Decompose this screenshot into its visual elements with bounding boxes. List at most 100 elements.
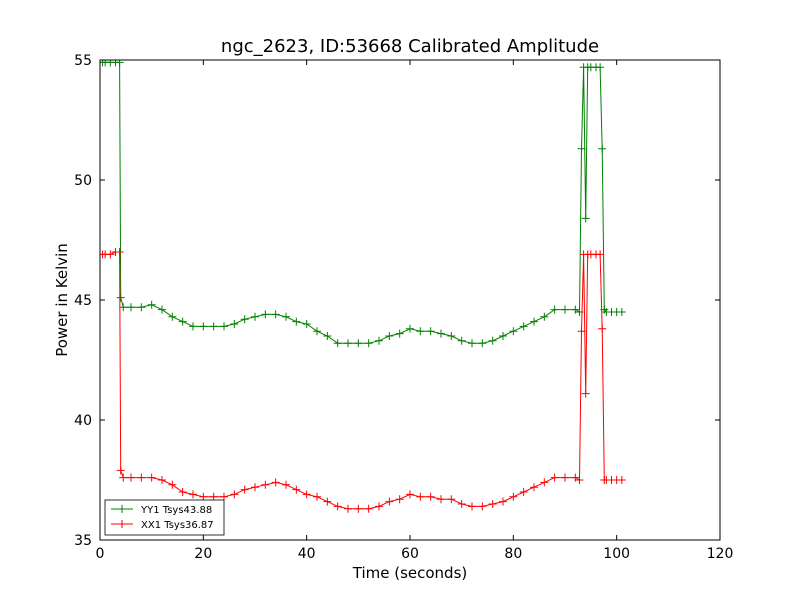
data-point: [127, 303, 135, 312]
data-point: [271, 478, 280, 487]
data-point: [468, 339, 476, 348]
data-point: [178, 317, 187, 326]
legend-marker: [118, 520, 126, 528]
x-axis-title: Time (seconds): [352, 564, 468, 582]
data-point: [561, 473, 569, 482]
legend-label: YY1 Tsys43.88: [140, 505, 212, 516]
data-point: [509, 492, 518, 501]
data-point: [385, 497, 394, 506]
data-point: [478, 339, 487, 348]
data-point: [240, 315, 249, 324]
data-point: [127, 473, 135, 482]
data-point: [333, 502, 342, 511]
data-point: [499, 332, 507, 340]
data-point: [468, 502, 476, 511]
data-point: [385, 332, 394, 340]
data-point: [571, 473, 580, 482]
data-point: [416, 327, 425, 336]
data-point: [115, 60, 124, 67]
data-point: [137, 303, 146, 312]
chart-title: ngc_2623, ID:53668 Calibrated Amplitude: [221, 36, 599, 57]
data-point: [158, 305, 166, 314]
data-point: [598, 144, 607, 153]
data-point: [457, 336, 466, 345]
legend: YY1 Tsys43.88 XX1 Tsys36.87: [104, 499, 225, 536]
data-point: [426, 492, 435, 501]
data-point: [509, 327, 518, 336]
data-point: [147, 300, 156, 309]
data-point: [457, 500, 466, 508]
x-tick-label: 100: [603, 546, 630, 562]
y-tick-label: 35: [74, 533, 92, 549]
data-point: [596, 250, 605, 259]
x-tick-label: 0: [96, 546, 105, 562]
legend-marker: [118, 505, 126, 513]
data-point: [302, 320, 311, 328]
y-tick-label: 55: [74, 53, 92, 69]
data-point: [530, 483, 538, 492]
x-tick-label: 20: [194, 546, 212, 562]
data-point: [251, 483, 259, 492]
x-tick-label: 40: [298, 546, 316, 562]
data-point: [158, 476, 166, 484]
data-point: [147, 473, 156, 482]
data-point: [375, 502, 383, 511]
data-point: [189, 322, 197, 331]
y-tick-label: 45: [74, 293, 92, 309]
data-point: [271, 310, 280, 319]
data-point: [519, 322, 528, 331]
data-point: [575, 476, 584, 484]
plot-area: [100, 60, 626, 513]
data-point: [344, 504, 352, 513]
data-point: [395, 495, 404, 504]
data-point: [282, 312, 290, 321]
data-point: [115, 248, 124, 256]
y-axis-title: Power in Kelvin: [53, 243, 71, 357]
data-point: [596, 63, 605, 72]
data-point: [116, 293, 125, 302]
data-point: [488, 336, 497, 345]
data-point: [581, 389, 590, 398]
data-point: [240, 485, 249, 494]
data-point: [406, 490, 414, 499]
data-point: [354, 504, 363, 513]
data-point: [344, 339, 352, 348]
data-point: [375, 336, 383, 345]
data-point: [168, 480, 177, 489]
data-point: [313, 327, 321, 336]
data-point: [540, 312, 549, 321]
data-point: [261, 310, 270, 319]
data-point: [313, 492, 321, 501]
data-point: [561, 305, 569, 314]
legend-entries: YY1 Tsys43.88 XX1 Tsys36.87: [111, 505, 214, 531]
data-point: [189, 490, 197, 499]
data-point: [395, 329, 404, 338]
data-point: [302, 490, 311, 499]
data-point: [571, 305, 580, 314]
data-point: [230, 490, 239, 499]
data-point: [199, 322, 208, 331]
data-point: [209, 322, 218, 331]
data-point: [550, 305, 559, 314]
data-point: [540, 478, 549, 487]
data-point: [282, 480, 290, 489]
data-point: [530, 317, 538, 326]
y-tick-label: 50: [74, 173, 92, 189]
data-point: [598, 324, 607, 333]
data-point: [478, 502, 487, 511]
data-point: [220, 322, 228, 331]
data-point: [119, 473, 128, 482]
data-point: [406, 324, 414, 333]
data-point: [116, 466, 125, 475]
data-point: [488, 500, 497, 508]
y-tick-label: 40: [74, 413, 92, 429]
data-point: [364, 339, 373, 348]
data-point: [437, 329, 445, 338]
data-point: [581, 214, 590, 223]
data-point: [168, 312, 177, 321]
data-point: [354, 339, 363, 348]
data-point: [137, 473, 146, 482]
data-point: [416, 492, 425, 501]
